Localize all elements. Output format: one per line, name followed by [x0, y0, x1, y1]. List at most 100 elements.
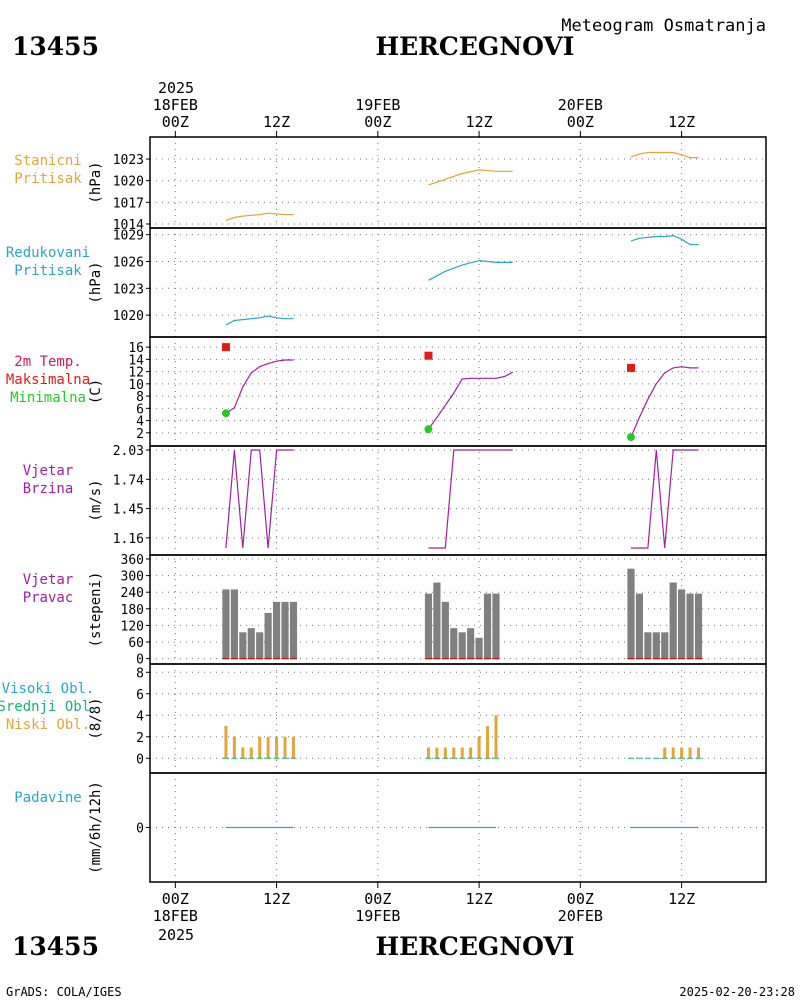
y-tick-label: 2.03 [113, 444, 144, 459]
y-tick-label: 1014 [113, 218, 144, 233]
y-tick-label: 2 [136, 427, 144, 442]
cloud-low-bar [477, 736, 481, 759]
chart-title: Meteogram Osmatranja [561, 16, 766, 36]
bottom-tick-label: 00Z [364, 890, 391, 908]
wind-dir-bar [289, 601, 298, 659]
credit-text: GrADS: COLA/IGES [6, 985, 122, 999]
wind-dir-bar [483, 593, 492, 659]
bottom-year-label: 2025 [158, 926, 194, 944]
cloud-low-bar [426, 747, 430, 759]
cloud-low-bar [671, 747, 675, 759]
y-tick-label: 120 [121, 619, 144, 634]
series-line [225, 315, 294, 326]
y-tick-label: 1023 [113, 153, 144, 168]
y-axis-label: (mm/6h/12h) [88, 781, 104, 874]
top-tick-label: 12Z [466, 113, 493, 131]
wind-dir-bar [272, 601, 281, 659]
y-tick-label: 1017 [113, 196, 144, 211]
cloud-low-bar [443, 747, 447, 759]
wind-dir-bar [433, 582, 441, 659]
y-tick-label: 0 [136, 822, 144, 837]
y-axis-label: (8/8) [88, 697, 104, 739]
y-axis-label: (hPa) [88, 161, 104, 203]
panel-clouds: 0 2 4 6 8 (8/8)Visoki Obl. Srednji Obl. Niski O… [0, 663, 767, 774]
cloud-low-bar [283, 736, 287, 759]
panel-label: Visoki Obl. [2, 681, 95, 697]
top-date-label: 20FEB [558, 96, 603, 114]
y-tick-label: 60 [128, 636, 144, 651]
series-line [630, 151, 699, 159]
cloud-low-bar [266, 736, 270, 759]
y-tick-label: 4 [136, 415, 144, 430]
run-timestamp: 2025-02-20-23:28 [679, 985, 795, 999]
cloud-low-bar [460, 747, 464, 759]
panel-reduced_pressure: 1020 1023 1026 1029 (hPa)Redukovani Pritisak [6, 227, 767, 338]
tmin-marker [221, 409, 230, 418]
bottom-tick-label: 12Z [466, 890, 493, 908]
station-name-top: HERCEGNOVI [375, 32, 574, 61]
series-line [428, 371, 514, 430]
tmin-marker [424, 425, 433, 434]
panel-label: Srednji Obl. [0, 699, 99, 715]
y-tick-label: 6 [136, 402, 144, 417]
wind-dir-bar [627, 568, 635, 659]
bottom-tick-label: 12Z [263, 890, 290, 908]
y-tick-label: 0 [136, 653, 144, 668]
wind-dir-bar [450, 628, 458, 659]
tmax-marker [221, 343, 230, 352]
series-line [428, 449, 513, 549]
series-line [631, 449, 699, 549]
y-tick-label: 14 [128, 353, 144, 368]
bottom-tick-label: 12Z [668, 890, 695, 908]
y-tick-label: 12 [128, 366, 144, 381]
top-tick-label: 12Z [668, 113, 695, 131]
bottom-date-label: 18FEB [153, 907, 198, 925]
wind-dir-bar [458, 632, 466, 659]
y-tick-label: 1020 [113, 309, 144, 324]
panel-label: Minimalna [10, 390, 86, 406]
series-line [225, 359, 294, 414]
panel-frame [149, 136, 767, 229]
top-date-label: 18FEB [153, 96, 198, 114]
panel-label: Vjetar [23, 572, 74, 588]
wind-dir-bar [247, 628, 255, 659]
wind-dir-bar [281, 601, 289, 659]
y-tick-label: 1023 [113, 282, 144, 297]
wind-dir-bar [686, 593, 694, 659]
cloud-low-bar [469, 747, 473, 759]
cloud-low-bar [494, 715, 498, 759]
cloud-low-bar [291, 736, 295, 759]
bottom-date-label: 20FEB [558, 907, 603, 925]
wind-dir-bar [222, 589, 230, 659]
top-tick-label: 12Z [263, 113, 290, 131]
station-id-bottom: 13455 [12, 932, 99, 961]
y-tick-label: 1.45 [113, 503, 144, 518]
tmax-marker [424, 351, 433, 360]
cloud-low-bar [663, 747, 667, 759]
station-id-top: 13455 [12, 32, 99, 61]
wind-dir-bar [256, 632, 264, 659]
y-tick-label: 16 [128, 341, 144, 356]
series-line [630, 234, 699, 246]
panel-frame [149, 336, 767, 447]
y-tick-label: 1026 [113, 255, 144, 270]
panel-label: Niski Obl. [6, 717, 90, 733]
tmax-marker [626, 363, 635, 372]
top-tick-label: 00Z [364, 113, 391, 131]
wind-dir-bar [475, 637, 483, 659]
wind-dir-bar [635, 593, 644, 659]
panels: 1014101710201023(hPa)StanicniPritisak102… [0, 136, 767, 883]
panel-label: Maksimalna [6, 372, 90, 388]
y-tick-label: 240 [121, 586, 144, 601]
y-tick-label: 4 [136, 709, 144, 724]
y-tick-label: 180 [121, 603, 144, 618]
wind-dir-bar [467, 628, 475, 659]
series-line [428, 259, 513, 281]
y-axis-label: (m/s) [88, 479, 104, 521]
panel-precipitation: 0 (mm/6h/12h) Padavine [14, 772, 767, 883]
cloud-low-bar [688, 747, 692, 759]
y-axis-label: (C) [88, 379, 104, 404]
